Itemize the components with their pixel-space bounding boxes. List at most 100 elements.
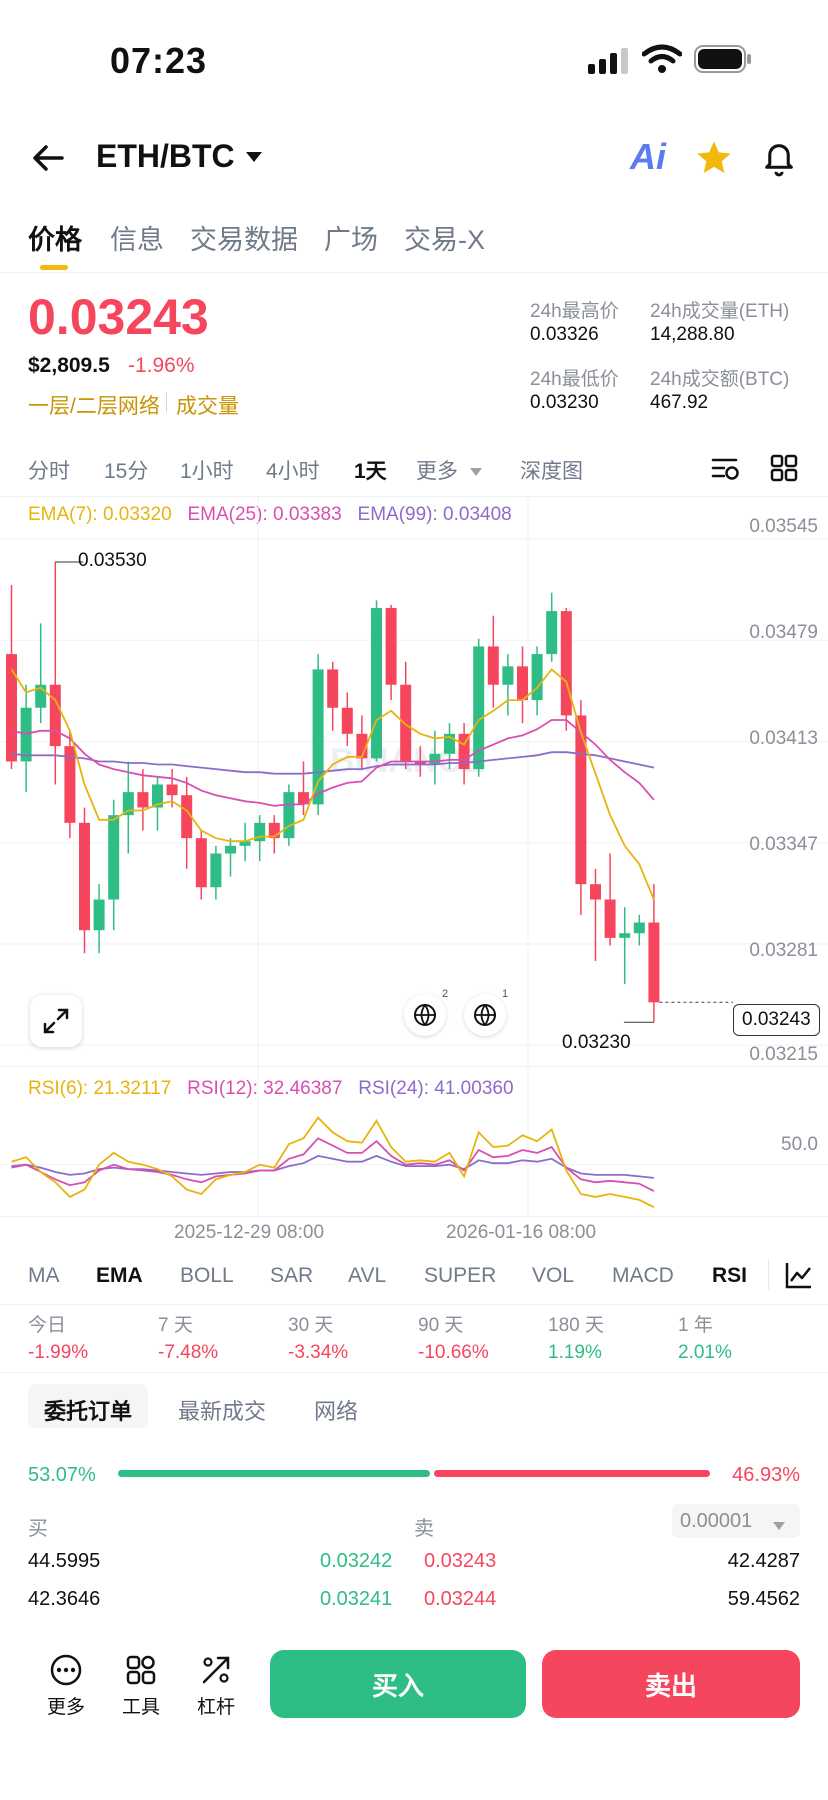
perf-label: 1 年 [678, 1315, 713, 1336]
chart-settings-icon[interactable] [710, 454, 742, 489]
perf-label: 今日 [28, 1315, 67, 1336]
rsi-chart[interactable] [0, 1066, 828, 1216]
bid-price[interactable]: 0.03242 [320, 1550, 393, 1572]
back-icon[interactable] [30, 140, 66, 181]
wifi-icon [641, 44, 683, 79]
globe-tool-1-icon[interactable] [464, 994, 506, 1036]
favorite-star-icon[interactable] [694, 138, 734, 183]
buy-button[interactable]: 买入 [270, 1650, 526, 1718]
globe-tool-2-icon[interactable] [404, 994, 446, 1036]
vol-btc-label: 24h成交额(BTC) [650, 369, 790, 390]
orderbook-tab-active-bg [28, 1384, 148, 1428]
more-label[interactable]: 更多 [46, 1697, 85, 1718]
indicator-avl[interactable]: AVL [348, 1264, 387, 1287]
more-icon[interactable] [44, 1648, 88, 1692]
candle-body [560, 611, 572, 716]
candle-body [356, 733, 368, 759]
leverage-label[interactable]: 杠杆 [196, 1697, 235, 1718]
vol-eth-value: 14,288.80 [650, 324, 735, 345]
candle-body [210, 853, 222, 888]
ema99-legend: EMA(99): 0.03408 [357, 504, 512, 525]
interval-time[interactable]: 分时 [28, 460, 70, 483]
tab-latest-trades[interactable]: 最新成交 [178, 1399, 267, 1424]
indicator-rsi[interactable]: RSI [712, 1264, 748, 1287]
perf-value: 2.01% [678, 1342, 732, 1363]
indicator-ma[interactable]: MA [28, 1264, 60, 1287]
precision-caret-icon [772, 1518, 786, 1536]
grid-layout-icon[interactable] [770, 454, 798, 487]
tools-icon[interactable] [119, 1648, 163, 1692]
rsi24-line [11, 1154, 654, 1179]
candle-body [371, 608, 382, 759]
interval-1h[interactable]: 1小时 [180, 460, 234, 483]
rsi6-legend: RSI(6): 21.32117 [28, 1078, 172, 1099]
perf-value: -7.48% [158, 1342, 219, 1363]
pair-dropdown-icon[interactable] [244, 150, 264, 169]
tools-label[interactable]: 工具 [121, 1697, 160, 1718]
vol-btc-value: 467.92 [650, 392, 709, 413]
sell-column-label: 卖 [414, 1518, 434, 1540]
candle-body [619, 933, 631, 938]
rsi12-legend: RSI(12): 32.46387 [187, 1078, 343, 1099]
signal-icon [588, 48, 632, 79]
candle-body [268, 822, 280, 839]
tab-network[interactable]: 网络 [314, 1399, 359, 1424]
interval-depth[interactable]: 深度图 [520, 460, 583, 483]
interval-more[interactable]: 更多 [416, 460, 458, 483]
candle-body [385, 608, 397, 685]
indicator-sar[interactable]: SAR [270, 1264, 314, 1287]
sell-button[interactable]: 卖出 [542, 1650, 800, 1718]
ask-price[interactable]: 0.03243 [424, 1550, 497, 1572]
bell-icon[interactable] [760, 138, 798, 183]
candle-body [283, 792, 295, 839]
tab-trade-x[interactable]: 交易-X [404, 225, 485, 255]
low-label: 24h最低价 [530, 369, 619, 390]
rsi24-legend: RSI(24): 41.00360 [358, 1078, 514, 1099]
indicator-macd[interactable]: MACD [612, 1264, 674, 1287]
tag-volume[interactable]: 成交量 [176, 395, 239, 418]
bid-price[interactable]: 0.03241 [320, 1588, 393, 1610]
candlestick-chart[interactable]: BINANCE [0, 496, 828, 1066]
candle-body [327, 669, 339, 708]
low-value: 0.03230 [530, 392, 599, 413]
rsi12-line [11, 1137, 655, 1192]
candle-body [458, 733, 470, 770]
interval-15m[interactable]: 15分 [104, 460, 149, 483]
divider [0, 1066, 828, 1067]
interval-4h[interactable]: 4小时 [266, 460, 320, 483]
leverage-icon[interactable] [194, 1648, 238, 1692]
candle-body [502, 666, 514, 685]
pair-title[interactable]: ETH/BTC [96, 138, 235, 174]
y-tick: 0.03215 [749, 1044, 818, 1065]
sell-percent: 46.93% [732, 1464, 800, 1486]
divider [0, 1216, 828, 1217]
high-marker-label: 0.03530 [78, 550, 147, 571]
tag-layer[interactable]: 一层/二层网络 [28, 395, 160, 418]
candle-body [122, 792, 134, 816]
rsi6-line [11, 1116, 655, 1209]
ask-qty: 59.4562 [727, 1588, 800, 1610]
candle-body [152, 784, 163, 808]
candle-body [517, 666, 528, 701]
tab-price[interactable]: 价格 [28, 225, 82, 255]
indicator-super[interactable]: SUPER [424, 1264, 497, 1287]
candle-body [487, 646, 499, 685]
more-caret-icon[interactable] [469, 464, 483, 482]
tab-square[interactable]: 广场 [324, 225, 378, 255]
interval-1d[interactable]: 1天 [354, 460, 387, 483]
indicator-boll[interactable]: BOLL [180, 1264, 234, 1287]
candle-body [6, 654, 17, 762]
precision-select[interactable] [672, 1504, 800, 1538]
indicator-vol[interactable]: VOL [532, 1264, 575, 1287]
expand-chart-icon[interactable] [30, 995, 82, 1047]
tab-info[interactable]: 信息 [110, 225, 164, 255]
tab-orders[interactable]: 委托订单 [44, 1399, 133, 1424]
ask-price[interactable]: 0.03244 [424, 1588, 497, 1610]
indicator-ema[interactable]: EMA [96, 1264, 143, 1287]
ai-icon[interactable]: Ai [630, 136, 666, 177]
ema99-line [11, 751, 655, 775]
tab-trade-data[interactable]: 交易数据 [190, 225, 298, 255]
indicator-settings-icon[interactable] [784, 1260, 814, 1295]
candle-body [195, 838, 207, 888]
candle-body [64, 746, 76, 823]
